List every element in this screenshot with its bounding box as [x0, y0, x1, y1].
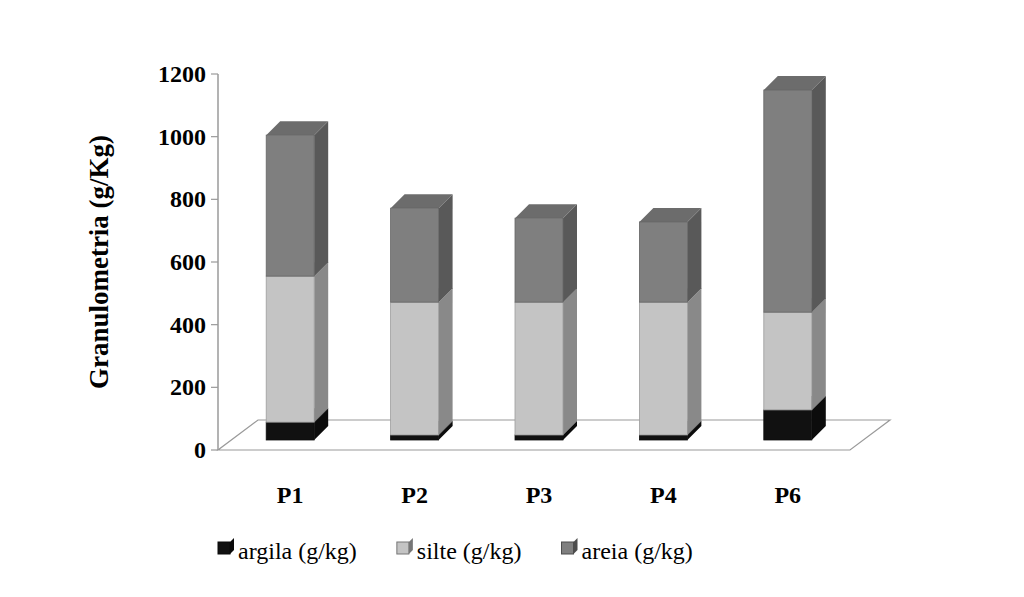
bar-segment	[515, 204, 577, 302]
bar-side	[439, 194, 453, 302]
bar	[515, 302, 563, 435]
legend-label: argila (g/kg)	[238, 538, 357, 564]
bar-side	[687, 208, 701, 302]
bar	[764, 312, 812, 410]
bar-top	[391, 194, 453, 208]
bar-side	[314, 262, 328, 422]
bar-side	[563, 288, 577, 435]
legend-swatch-side	[409, 538, 413, 554]
y-tick	[211, 324, 218, 325]
y-tick-label: 800	[170, 186, 206, 212]
bar	[515, 435, 563, 440]
bar-segment	[391, 288, 453, 435]
bar	[639, 302, 687, 435]
bar-side	[812, 298, 826, 410]
legend-swatch-side	[574, 538, 578, 554]
bar-segment	[639, 288, 701, 435]
bars	[266, 76, 826, 440]
bar-segment	[266, 121, 328, 276]
y-tick	[211, 449, 218, 450]
bar-top	[515, 204, 577, 218]
y-tick-label: 1200	[158, 61, 206, 87]
bar-segment	[266, 262, 328, 422]
chart-container: 0 200 400 600 800 1000 1200 Granulometria (g/Kg…	[0, 0, 1024, 597]
bar	[764, 410, 812, 440]
bar	[639, 222, 687, 302]
x-tick-label: P3	[526, 482, 553, 508]
legend-label: silte (g/kg)	[417, 538, 522, 564]
x-tick-label: P1	[277, 482, 304, 508]
y-tick-label: 600	[170, 249, 206, 275]
bar-segment	[515, 288, 577, 435]
bar-top	[764, 76, 826, 90]
bar-side	[812, 76, 826, 312]
bar-top	[266, 121, 328, 135]
bar-side	[314, 121, 328, 276]
legend-swatch	[397, 542, 409, 554]
y-tick-label: 0	[194, 437, 206, 463]
y-tick	[211, 136, 218, 137]
bar	[266, 276, 314, 422]
bar	[266, 422, 314, 440]
bar	[639, 435, 687, 440]
bar-segment	[764, 76, 826, 312]
y-tick	[211, 199, 218, 200]
bar	[391, 302, 439, 435]
bar	[391, 435, 439, 440]
bar-side	[439, 288, 453, 435]
legend-swatch	[218, 542, 230, 554]
legend: argila (g/kg) silte (g/kg) areia (g/kg)	[218, 538, 693, 564]
y-tick-label: 400	[170, 312, 206, 338]
y-tick	[211, 73, 218, 74]
y-tick	[211, 387, 218, 388]
bar-side	[687, 288, 701, 435]
legend-swatch	[562, 542, 574, 554]
x-tick-label: P2	[401, 482, 428, 508]
y-tick	[211, 261, 218, 262]
bar	[764, 90, 812, 312]
bar-segment	[639, 208, 701, 302]
x-tick-label: P6	[774, 482, 801, 508]
y-tick-label: 200	[170, 374, 206, 400]
legend-label: areia (g/kg)	[582, 538, 693, 564]
bar-segment	[391, 194, 453, 302]
chart-svg: 0 200 400 600 800 1000 1200 Granulometria (g/Kg…	[0, 0, 1024, 597]
bar	[391, 208, 439, 302]
y-axis-title: Granulometria (g/Kg)	[84, 135, 114, 389]
bar	[515, 218, 563, 302]
x-tick-label: P4	[650, 482, 677, 508]
y-tick-label: 1000	[158, 124, 206, 150]
bar	[266, 135, 314, 276]
bar-segment	[764, 298, 826, 410]
legend-swatch-side	[230, 538, 234, 554]
bar-top	[639, 208, 701, 222]
bar-side	[563, 204, 577, 302]
